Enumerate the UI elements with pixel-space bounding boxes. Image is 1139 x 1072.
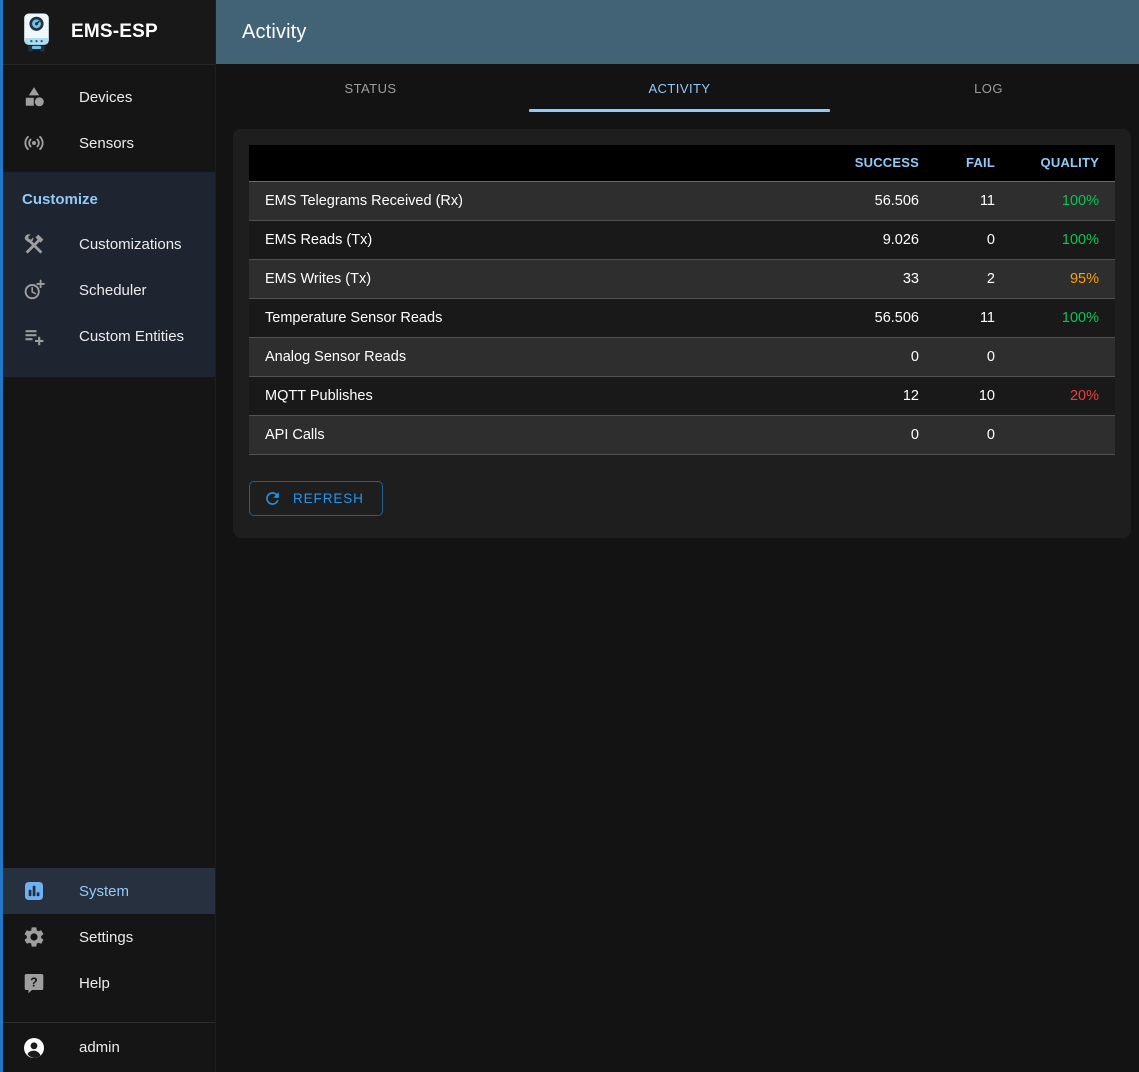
- boiler-logo-icon: [20, 12, 53, 53]
- col-header-name: [249, 145, 823, 181]
- construction-icon: [22, 232, 46, 256]
- col-header-quality: QUALITY: [1040, 155, 1099, 171]
- refresh-button[interactable]: REFRESH: [249, 480, 383, 516]
- devices-category-icon: [22, 85, 46, 109]
- account-circle-icon: [22, 1036, 46, 1060]
- row-quality: 20%: [1069, 387, 1099, 404]
- gear-icon: [22, 925, 46, 949]
- sidebar-user-admin[interactable]: admin: [0, 1023, 215, 1072]
- content-area: SUCCESS FAIL QUALITY EMS Telegrams Recei…: [216, 112, 1139, 1072]
- row-fail: 2: [986, 270, 995, 287]
- main-area: Activity STATUS ACTIVITY LOG SUCCESS FAI…: [216, 0, 1139, 1072]
- svg-text:?: ?: [30, 975, 38, 989]
- row-fail: 10: [978, 387, 995, 404]
- row-label: API Calls: [265, 426, 325, 443]
- row-quality: 95%: [1069, 270, 1099, 287]
- playlist-add-icon: [22, 324, 46, 348]
- sidebar-item-help[interactable]: ? Help: [0, 960, 215, 1006]
- sidebar-item-settings[interactable]: Settings: [0, 914, 215, 960]
- sidebar-item-label: Scheduler: [79, 281, 147, 299]
- sidebar-item-label: Customizations: [79, 235, 182, 253]
- sidebar: EMS-ESP Devices: [0, 0, 216, 1072]
- row-label: MQTT Publishes: [265, 387, 373, 404]
- tab-log[interactable]: LOG: [974, 80, 1003, 96]
- tab-activity[interactable]: ACTIVITY: [525, 64, 834, 112]
- row-label: Temperature Sensor Reads: [265, 309, 443, 326]
- row-label: Analog Sensor Reads: [265, 348, 407, 365]
- sidebar-user-section: admin: [0, 1022, 215, 1072]
- row-quality: 100%: [1061, 309, 1099, 326]
- row-label: EMS Reads (Tx): [265, 231, 373, 248]
- sidebar-item-label: Sensors: [79, 134, 135, 152]
- sidebar-main-nav: Devices Sensors: [0, 65, 215, 166]
- row-fail: 0: [986, 426, 995, 443]
- sidebar-spacer: [0, 377, 215, 868]
- row-quality: [1011, 415, 1115, 454]
- analytics-icon: [22, 879, 46, 903]
- sidebar-item-scheduler[interactable]: Scheduler: [0, 267, 215, 313]
- row-quality: 100%: [1061, 231, 1099, 248]
- table-header-row: SUCCESS FAIL QUALITY: [249, 145, 1115, 181]
- app-logo-row: EMS-ESP: [0, 0, 215, 65]
- row-label: EMS Telegrams Received (Rx): [265, 192, 463, 209]
- clock-plus-icon: [22, 278, 46, 302]
- sensors-icon: [22, 131, 46, 155]
- row-fail: 0: [986, 348, 995, 365]
- row-success: 56.506: [874, 309, 919, 326]
- sidebar-customize-section: Customize Customizations: [0, 172, 215, 377]
- table-row: API Calls 0 0: [249, 415, 1115, 454]
- row-success: 0: [910, 348, 919, 365]
- customize-heading: Customize: [22, 191, 98, 208]
- table-row: EMS Reads (Tx) 9.026 0 100%: [249, 220, 1115, 259]
- sidebar-item-custom-entities[interactable]: Custom Entities: [0, 313, 215, 359]
- sidebar-item-sensors[interactable]: Sensors: [0, 120, 215, 166]
- row-fail: 11: [979, 309, 995, 326]
- row-quality: 100%: [1061, 192, 1099, 209]
- user-name: admin: [79, 1039, 120, 1056]
- appbar: Activity: [216, 0, 1139, 64]
- page-title: Activity: [242, 20, 307, 43]
- sidebar-item-label: Help: [79, 974, 110, 992]
- activity-card: SUCCESS FAIL QUALITY EMS Telegrams Recei…: [233, 129, 1131, 538]
- col-header-success: SUCCESS: [854, 155, 919, 171]
- row-fail: 0: [986, 231, 995, 248]
- table-row: Temperature Sensor Reads 56.506 11 100%: [249, 298, 1115, 337]
- sidebar-item-system[interactable]: System: [0, 868, 215, 914]
- row-success: 0: [910, 426, 919, 443]
- table-row: EMS Writes (Tx) 33 2 95%: [249, 259, 1115, 298]
- row-success: 33: [902, 270, 919, 287]
- activity-table-body: EMS Telegrams Received (Rx) 56.506 11 100% E…: [249, 181, 1115, 454]
- table-row: EMS Telegrams Received (Rx) 56.506 11 100%: [249, 181, 1115, 220]
- refresh-button-label: REFRESH: [293, 490, 364, 506]
- sidebar-item-label: Devices: [79, 88, 133, 106]
- sidebar-item-customizations[interactable]: Customizations: [0, 221, 215, 267]
- table-row: MQTT Publishes 12 10 20%: [249, 376, 1115, 415]
- row-quality: [1011, 337, 1115, 376]
- tab-bar: STATUS ACTIVITY LOG: [216, 64, 1139, 112]
- row-success: 12: [902, 387, 919, 404]
- sidebar-item-label: Settings: [79, 928, 134, 946]
- help-bubble-icon: ?: [22, 971, 46, 995]
- sidebar-item-label: Custom Entities: [79, 327, 185, 345]
- window-edge-accent: [0, 0, 3, 1072]
- col-header-fail: FAIL: [966, 155, 995, 171]
- sidebar-item-devices[interactable]: Devices: [0, 74, 215, 120]
- row-label: EMS Writes (Tx): [265, 270, 372, 287]
- activity-table: SUCCESS FAIL QUALITY EMS Telegrams Recei…: [249, 145, 1115, 455]
- sidebar-bottom-nav: System Settings ? Help: [0, 868, 215, 1006]
- row-fail: 11: [979, 192, 995, 209]
- app-title: EMS-ESP: [71, 21, 158, 42]
- table-row: Analog Sensor Reads 0 0: [249, 337, 1115, 376]
- row-success: 56.506: [874, 192, 919, 209]
- sidebar-item-label: System: [79, 882, 130, 900]
- row-success: 9.026: [882, 231, 919, 248]
- refresh-icon: [263, 489, 282, 508]
- tab-status[interactable]: STATUS: [344, 80, 397, 96]
